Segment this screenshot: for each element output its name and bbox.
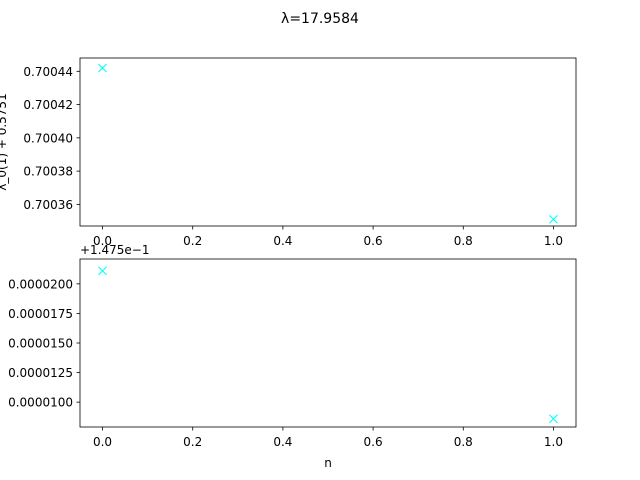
axes-2: 0.0 0.2 0.4 0.6 0.8 1.0 0.0000100 0.0000125 0.00… xyxy=(8,243,577,470)
axes-frame xyxy=(79,258,577,428)
figure-title: λ=17.9584 xyxy=(281,11,359,27)
axes-container: 0.0 0.2 0.4 0.6 0.8 1.0 0.70036 0.70038 0.70040 0… xyxy=(0,57,577,470)
y-tick-label: 0.70044 xyxy=(23,65,73,79)
data-point xyxy=(98,63,107,73)
x-tick-label: 0.4 xyxy=(273,435,292,449)
y-tick-label: 0.70040 xyxy=(23,131,73,145)
axes-frame xyxy=(79,57,577,227)
x-tick-label: 0.4 xyxy=(273,234,292,248)
y-tick-label: 0.0000150 xyxy=(8,337,73,351)
y-tick-label: 0.0000100 xyxy=(8,396,73,410)
data-point-stroke xyxy=(98,63,107,73)
y-tick-label: 0.0000175 xyxy=(8,307,73,321)
x-tick-label: 0.0 xyxy=(93,435,112,449)
x-tick-label: 0.8 xyxy=(454,435,473,449)
x-tick-label: 0.8 xyxy=(454,234,473,248)
y-tick-label: 0.70042 xyxy=(23,98,73,112)
y-tick-label: 0.0000125 xyxy=(8,366,73,380)
x-tick-label: 0.2 xyxy=(183,234,202,248)
x-tick-label: 1.0 xyxy=(544,435,563,449)
y-tick-label: 0.70038 xyxy=(23,165,73,179)
y-tick-label: 0.0000200 xyxy=(8,277,73,291)
data-point-stroke xyxy=(98,266,107,276)
data-point xyxy=(549,414,558,424)
axes-1: 0.0 0.2 0.4 0.6 0.8 1.0 0.70036 0.70038 0.70040 0… xyxy=(0,57,577,248)
y-offset-text: +1.475e−1 xyxy=(80,243,149,257)
data-point-stroke xyxy=(549,214,558,224)
y-axis-label: λ_0(1) + 0.5751 xyxy=(0,93,9,190)
y-tick-label: 0.70036 xyxy=(23,198,73,212)
data-point xyxy=(549,214,558,224)
x-tick-label: 0.0 xyxy=(93,234,112,248)
data-point xyxy=(98,266,107,276)
x-tick-label: 0.2 xyxy=(183,435,202,449)
x-axis-label: n xyxy=(324,456,332,470)
x-tick-label: 1.0 xyxy=(544,234,563,248)
x-tick-label: 0.6 xyxy=(364,435,383,449)
x-tick-label: 0.6 xyxy=(364,234,383,248)
data-point-stroke xyxy=(549,414,558,424)
